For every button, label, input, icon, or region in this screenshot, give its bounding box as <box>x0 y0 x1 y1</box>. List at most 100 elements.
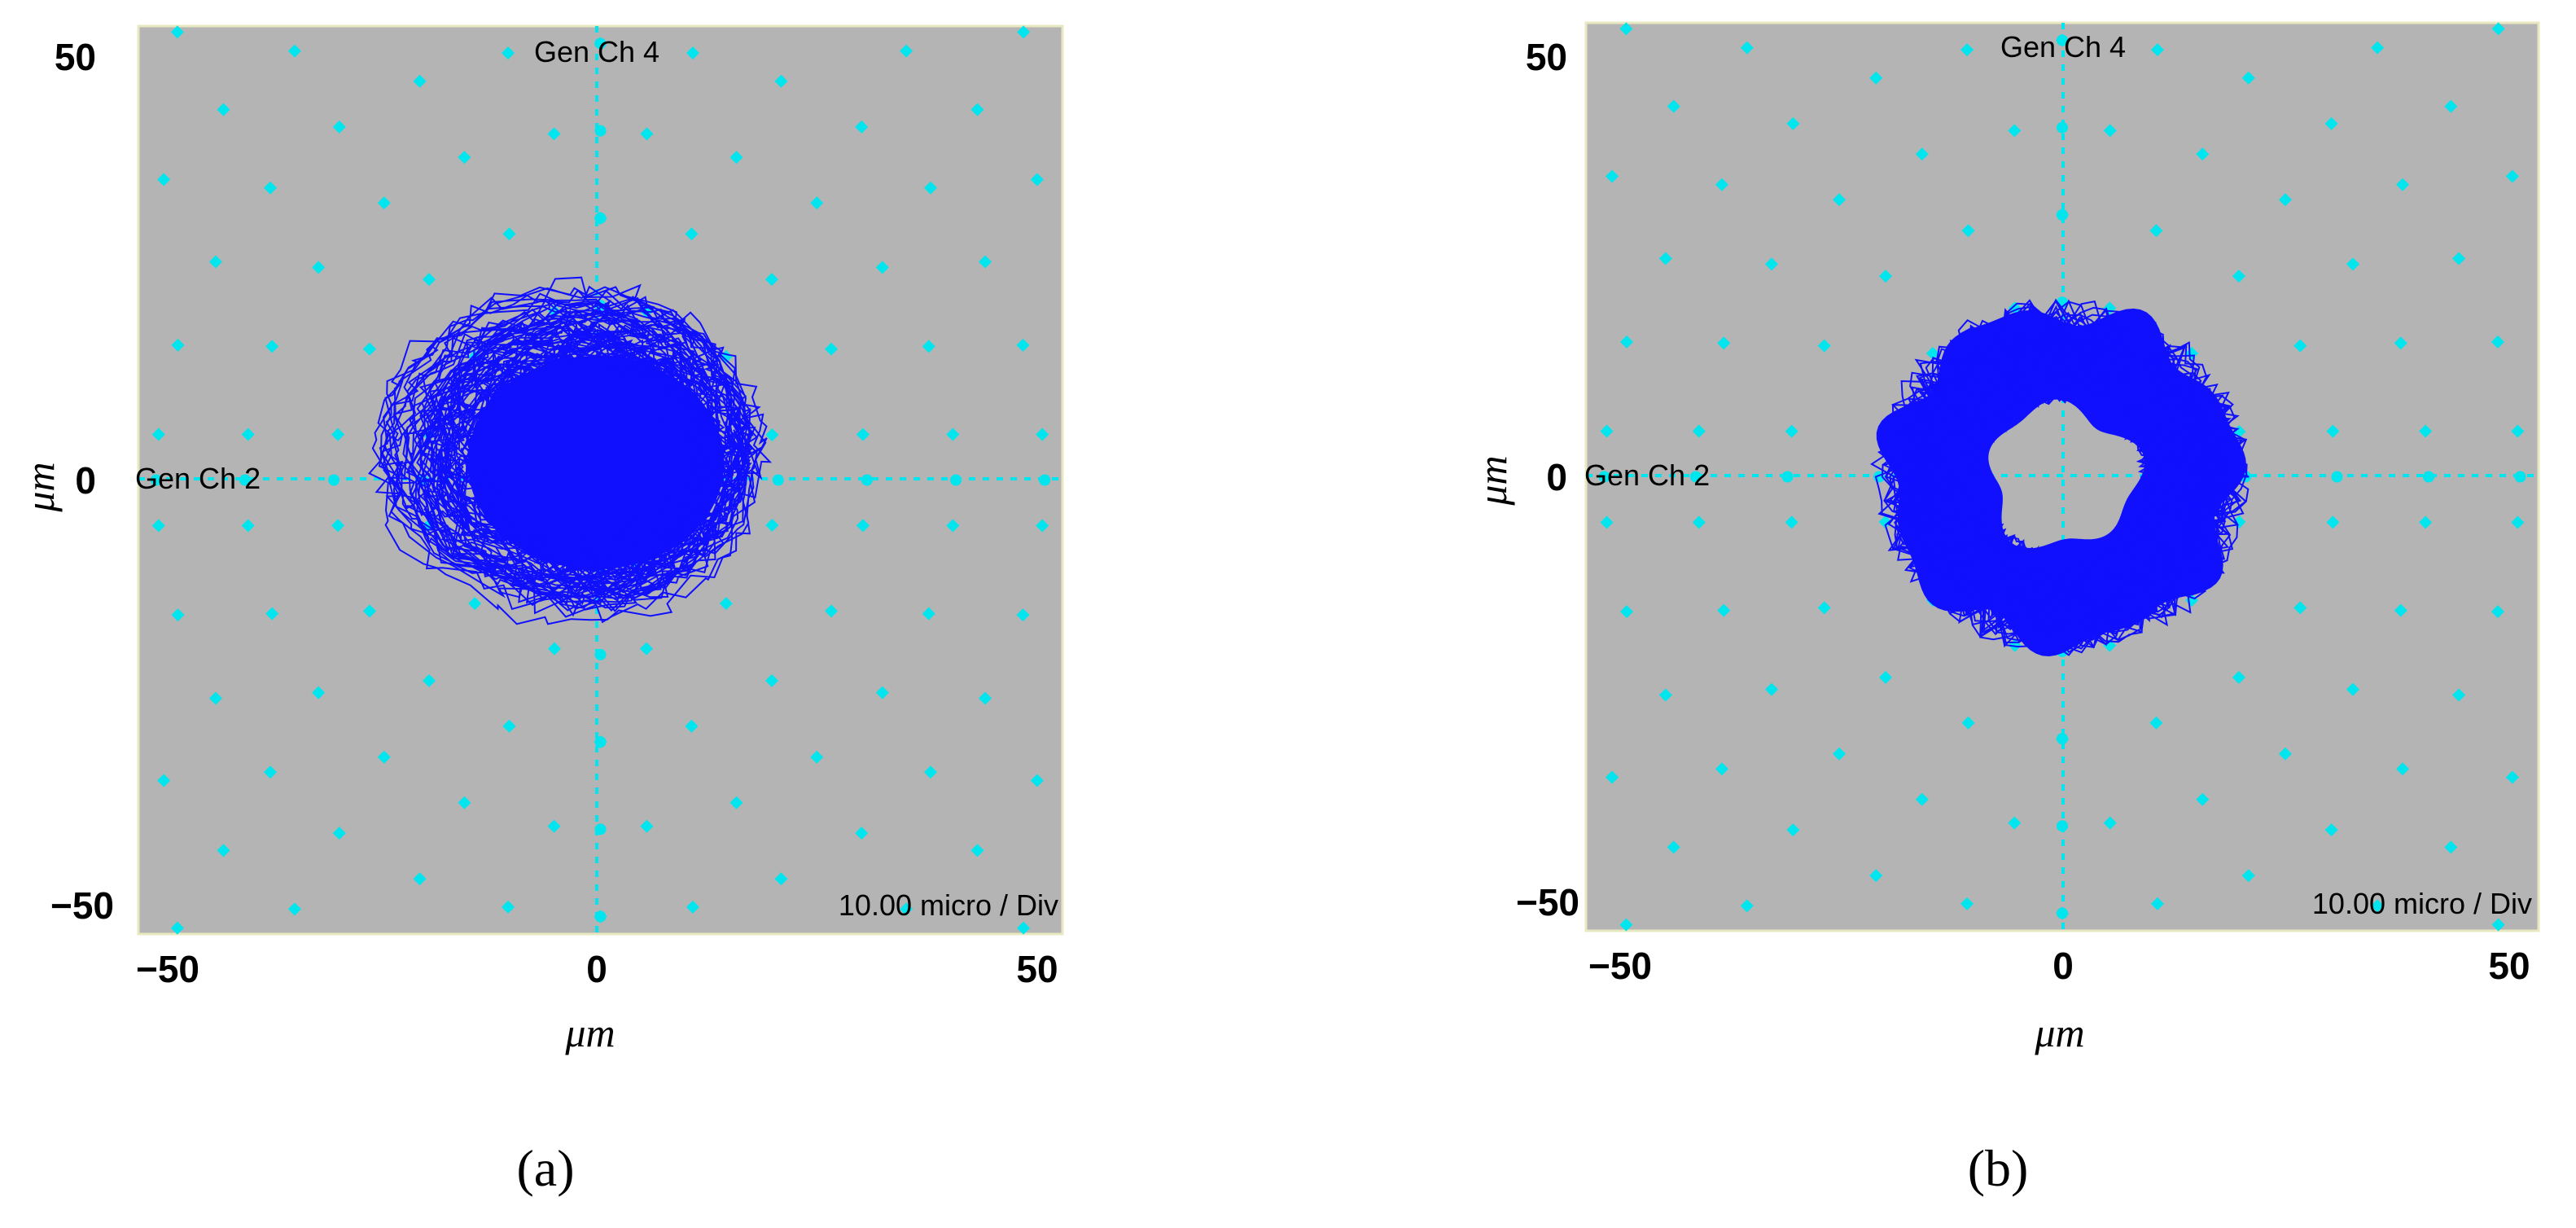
y-tick-label-b-bottom: −50 <box>1516 881 1579 923</box>
panel-b: Gen Ch 4 Gen Ch 2 10.00 micro / Div 50 0… <box>1470 21 2540 1197</box>
grid-dot <box>1785 424 1798 438</box>
grid-dot <box>331 428 345 441</box>
grid-dot <box>1600 515 1614 529</box>
axis-dot <box>239 474 251 486</box>
grid-dot <box>2278 747 2292 761</box>
grid-dot <box>1915 147 1929 161</box>
grid-dot <box>332 120 346 134</box>
orbit-loop <box>410 296 768 603</box>
grid-dot <box>2008 124 2022 138</box>
grid-dot <box>1961 716 1975 730</box>
scale-label-b: 10.00 micro / Div <box>2312 887 2532 920</box>
orbit-loop <box>484 357 703 550</box>
grid-dot <box>1036 519 1049 533</box>
grid-dot <box>924 765 938 779</box>
grid-dot <box>413 872 427 886</box>
grid-dot <box>1833 747 1847 761</box>
grid-dot <box>774 74 788 88</box>
grid-dot <box>1817 339 1831 353</box>
grid-dot <box>1717 336 1731 350</box>
panel-a: Gen Ch 4 Gen Ch 2 10.00 micro / Div 50 0… <box>17 24 1064 1197</box>
grid-dot <box>547 127 561 141</box>
orbit-loop <box>405 340 718 597</box>
grid-dot <box>423 273 436 287</box>
grid-dot <box>2491 605 2504 619</box>
axis-dot <box>2057 208 2068 221</box>
y-tick-label-a-bottom: −50 <box>50 884 114 927</box>
y-tick-label-a-mid: 0 <box>75 459 96 502</box>
grid-dot <box>1879 670 1893 684</box>
grid-dot <box>764 273 778 287</box>
grid-dot <box>856 519 870 533</box>
grid-dot <box>468 597 482 611</box>
grid-dot <box>2394 336 2407 350</box>
grid-dot <box>2293 339 2307 353</box>
grid-dot <box>1619 918 1633 932</box>
grid-dot <box>825 604 839 618</box>
grid-dot <box>502 227 516 241</box>
grid-dot <box>1925 346 1939 360</box>
top-channel-label-a: Gen Ch 4 <box>534 35 659 68</box>
grid-dot <box>1961 224 1975 238</box>
grid-dot <box>287 44 301 58</box>
orbit-loop <box>1952 373 2175 580</box>
grid-dot <box>2278 193 2292 207</box>
grid-dot <box>639 642 653 656</box>
orbit-loop <box>1904 330 2225 634</box>
grid-dot <box>2371 41 2385 55</box>
grid-dot <box>2444 840 2458 854</box>
grid-dot <box>2103 124 2117 138</box>
orbit-trace-b <box>1869 298 2250 656</box>
grid-dot <box>2241 71 2255 85</box>
grid-dot <box>1833 193 1847 207</box>
orbit-loop <box>1951 366 2186 595</box>
y-tick-label-b-top: 50 <box>1526 36 1567 78</box>
grid-dot <box>548 642 562 656</box>
grid-dot <box>413 74 427 88</box>
orbit-loop <box>481 339 713 546</box>
grid-dot <box>1879 270 1893 283</box>
orbit-loop <box>371 286 741 599</box>
grid-dot <box>2196 147 2210 161</box>
grid-dot <box>2150 43 2164 57</box>
x-tick-label-a-left: −50 <box>136 948 199 990</box>
grid-dot <box>458 151 471 164</box>
grid-dot <box>2452 688 2466 702</box>
grid-dot <box>2346 682 2360 696</box>
grid-dot <box>157 774 171 787</box>
grid-dot <box>686 46 699 60</box>
grid-dot <box>171 338 185 352</box>
grid-dot <box>1658 688 1672 702</box>
grid-dot <box>2505 770 2519 784</box>
grid-dot <box>2505 169 2519 183</box>
grid-dot <box>2394 603 2407 617</box>
left-channel-label-a: Gen Ch 2 <box>135 462 261 495</box>
grid-dot <box>946 519 960 533</box>
grid-dot <box>217 844 230 857</box>
orbit-loop <box>447 361 709 581</box>
grid-dot <box>810 196 824 210</box>
orbit-loop <box>1956 375 2167 577</box>
grid-dot <box>856 428 870 441</box>
x-axis-label-b: μm <box>2034 1010 2084 1055</box>
orbit-loop <box>445 341 711 561</box>
grid-dot <box>2511 515 2525 529</box>
grid-dot <box>900 902 913 916</box>
grid-dot <box>1017 921 1031 935</box>
grid-dot <box>2149 716 2163 730</box>
orbit-loop <box>380 302 730 590</box>
grid-dot <box>263 765 277 779</box>
grid-dot <box>217 103 230 116</box>
left-channel-label-b: Gen Ch 2 <box>1584 458 1710 492</box>
grid-dot <box>241 519 255 533</box>
grid-dot <box>265 340 279 353</box>
grid-dot <box>2491 335 2504 349</box>
grid-dot <box>825 342 839 356</box>
grid-dot <box>719 597 733 611</box>
grid-dot <box>287 902 301 916</box>
grid-dot <box>2150 897 2164 910</box>
grid-dot <box>855 827 869 840</box>
orbit-loop <box>440 355 718 589</box>
grid-dot <box>1658 252 1672 265</box>
scale-label-a: 10.00 micro / Div <box>839 888 1058 922</box>
